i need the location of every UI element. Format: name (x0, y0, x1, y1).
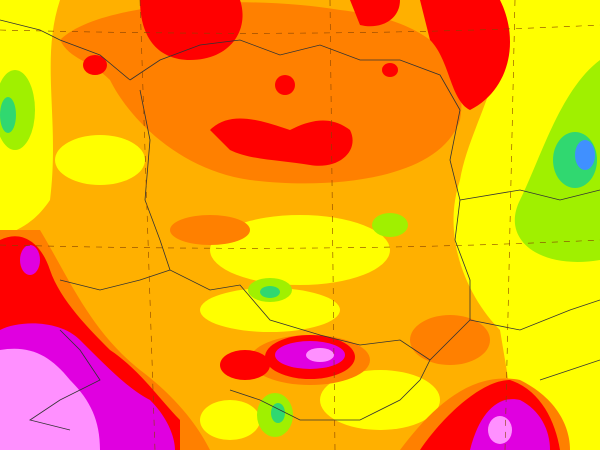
pink-zones (0, 348, 512, 450)
borders (0, 19, 600, 431)
blue-zone (575, 140, 595, 170)
